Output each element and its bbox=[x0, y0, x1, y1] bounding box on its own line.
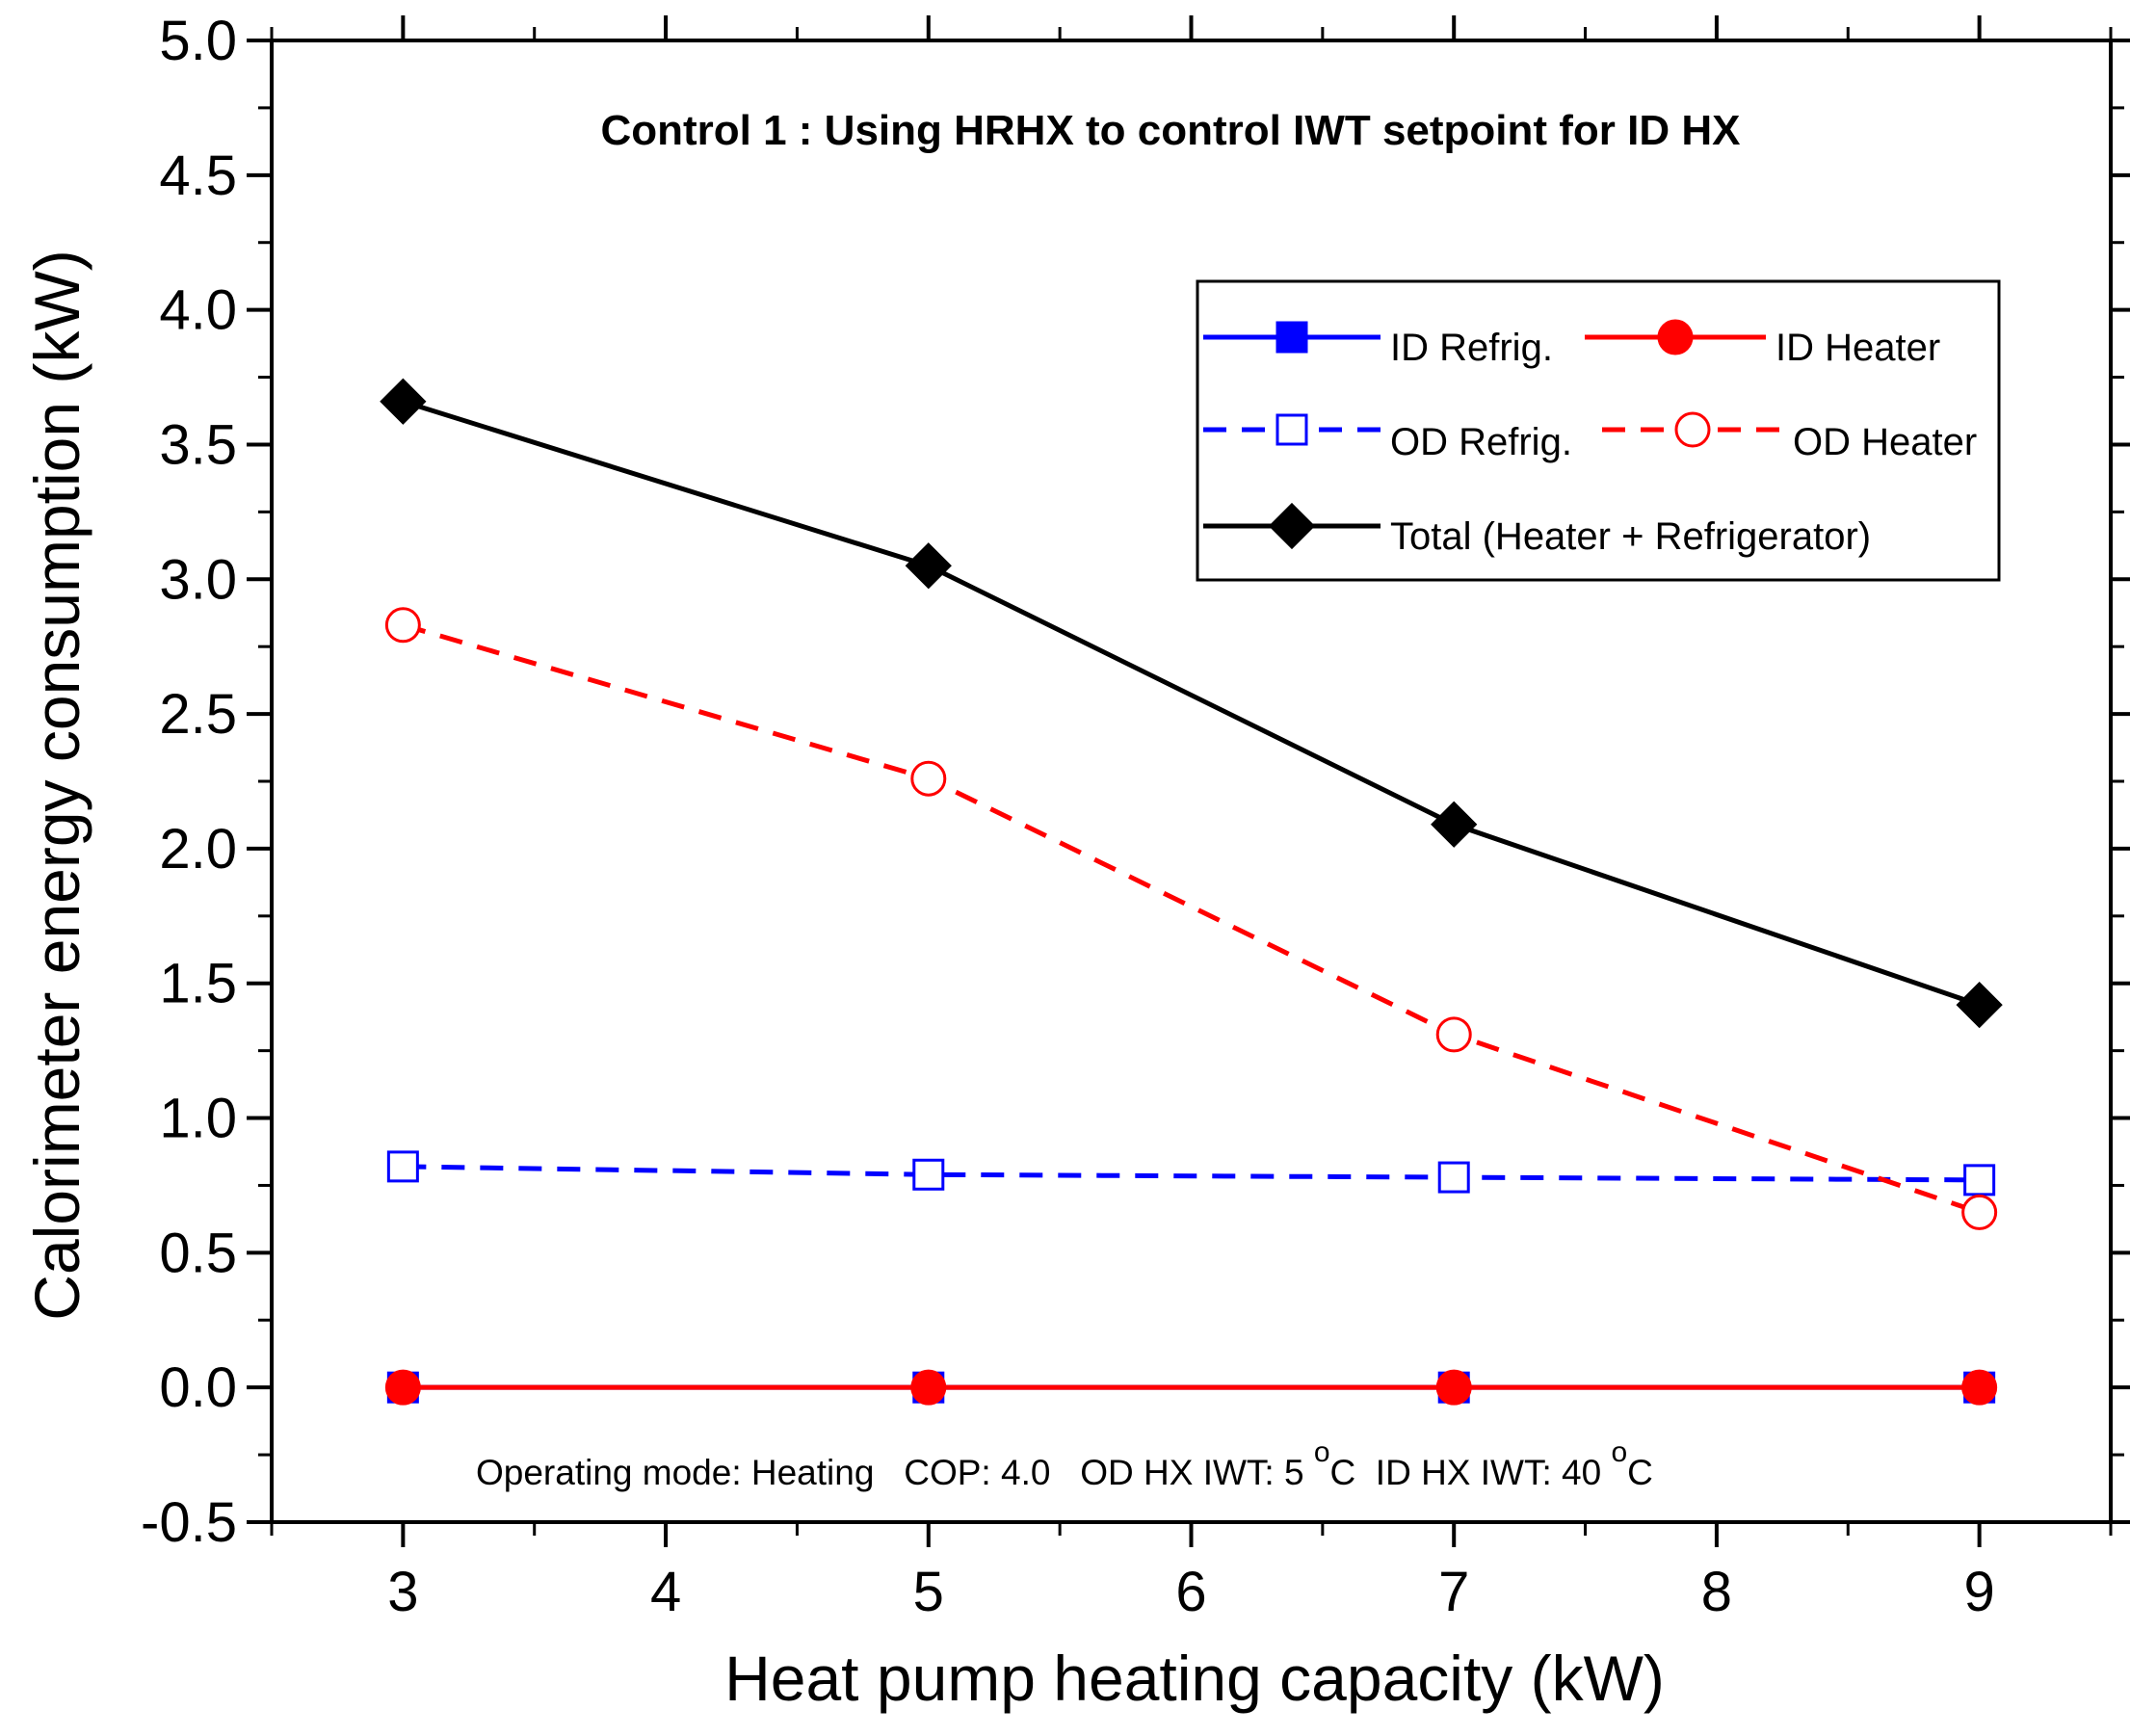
annotation-degree-1: o bbox=[1314, 1436, 1330, 1468]
series-line-total-heater-refrigerator bbox=[402, 399, 1981, 1008]
data-point-od-refrig bbox=[386, 1150, 419, 1183]
data-point-total-heater-refrigerator bbox=[1431, 801, 1478, 848]
y-tick-label: 3.5 bbox=[159, 413, 237, 476]
legend-marker-total-heater-refrigerator bbox=[1268, 502, 1316, 550]
legend-label-od-heater: OD Heater bbox=[1793, 421, 1977, 463]
x-axis-title: Heat pump heating capacity (kW) bbox=[724, 1643, 1665, 1714]
legend: ID Refrig. ID Heater OD Refrig. OD Heater To… bbox=[1196, 279, 2001, 582]
annotation-degree-2: o bbox=[1611, 1436, 1627, 1468]
data-point-od-heater bbox=[910, 760, 947, 797]
data-point-od-heater bbox=[1435, 1016, 1472, 1053]
plot-frame bbox=[270, 39, 2113, 1524]
series-lines bbox=[402, 399, 1981, 1390]
y-tick-label: -0.5 bbox=[141, 1491, 237, 1554]
y-tick-label: 0.0 bbox=[159, 1356, 237, 1419]
x-tick-label: 4 bbox=[650, 1561, 681, 1623]
data-point-od-heater bbox=[1961, 1194, 1998, 1230]
data-point-total-heater-refrigerator bbox=[1956, 981, 2003, 1029]
axis-ticks bbox=[247, 15, 2130, 1547]
y-tick-label: 1.0 bbox=[159, 1088, 237, 1150]
y-tick-label: 0.5 bbox=[159, 1222, 237, 1284]
legend-label-id-refrig: ID Refrig. bbox=[1390, 327, 1553, 369]
legend-marker-od-heater bbox=[1674, 411, 1711, 448]
series-line-od-refrig bbox=[403, 1164, 1980, 1183]
legend-marker-id-refrig bbox=[1275, 321, 1308, 354]
data-point-od-refrig bbox=[912, 1158, 945, 1191]
legend-marker-id-heater bbox=[1657, 319, 1694, 355]
series-line-od-heater bbox=[402, 622, 1981, 1215]
chart-title: Control 1 : Using HRHX to control IWT se… bbox=[600, 107, 1740, 154]
x-tick-label: 7 bbox=[1438, 1561, 1469, 1623]
axis-tick-labels: -0.5 0.0 0.5 1.0 1.5 2.0 2.5 3.0 3.5 4.0 4.5 5.0 3 4 5… bbox=[141, 10, 1995, 1623]
legend-label-total-heater-refrigerator: Total (Heater + Refrigerator) bbox=[1390, 515, 1871, 558]
data-point-od-refrig bbox=[1963, 1164, 1996, 1197]
y-tick-label: 4.0 bbox=[159, 279, 237, 342]
y-tick-label: 2.5 bbox=[159, 683, 237, 746]
y-tick-label: 4.5 bbox=[159, 145, 237, 207]
data-point-id-heater bbox=[384, 1369, 421, 1406]
legend-marker-od-refrig bbox=[1275, 413, 1308, 446]
y-tick-label: 2.0 bbox=[159, 818, 237, 881]
data-point-id-heater bbox=[1435, 1369, 1472, 1406]
y-axis-title: Calorimeter energy consumption (kW) bbox=[21, 250, 92, 1320]
operating-conditions-annotation: Operating mode: Heating COP: 4.0 OD HX I… bbox=[476, 1436, 1653, 1492]
x-tick-label: 8 bbox=[1701, 1561, 1732, 1623]
y-tick-label: 5.0 bbox=[159, 10, 237, 72]
data-point-total-heater-refrigerator bbox=[905, 542, 952, 590]
annotation-unit-1: C ID HX IWT: 40 bbox=[1330, 1453, 1612, 1492]
series-markers bbox=[380, 378, 2003, 1406]
data-point-id-heater bbox=[910, 1369, 947, 1406]
data-point-od-refrig bbox=[1437, 1161, 1470, 1194]
annotation-main-text: Operating mode: Heating COP: 4.0 OD HX I… bbox=[476, 1453, 1314, 1492]
y-tick-label: 3.0 bbox=[159, 548, 237, 611]
annotation-unit-2: C bbox=[1627, 1453, 1653, 1492]
legend-label-od-refrig: OD Refrig. bbox=[1390, 421, 1572, 463]
data-point-od-heater bbox=[384, 607, 421, 644]
legend-entries: ID Refrig. ID Heater OD Refrig. OD Heater To… bbox=[1203, 319, 1977, 558]
x-tick-label: 6 bbox=[1175, 1561, 1206, 1623]
y-tick-label: 1.5 bbox=[159, 953, 237, 1015]
data-point-total-heater-refrigerator bbox=[380, 378, 427, 425]
legend-label-id-heater: ID Heater bbox=[1775, 327, 1940, 369]
data-point-id-heater bbox=[1961, 1369, 1998, 1406]
x-tick-label: 5 bbox=[913, 1561, 944, 1623]
x-tick-label: 3 bbox=[387, 1561, 418, 1623]
x-tick-label: 9 bbox=[1964, 1561, 1995, 1623]
